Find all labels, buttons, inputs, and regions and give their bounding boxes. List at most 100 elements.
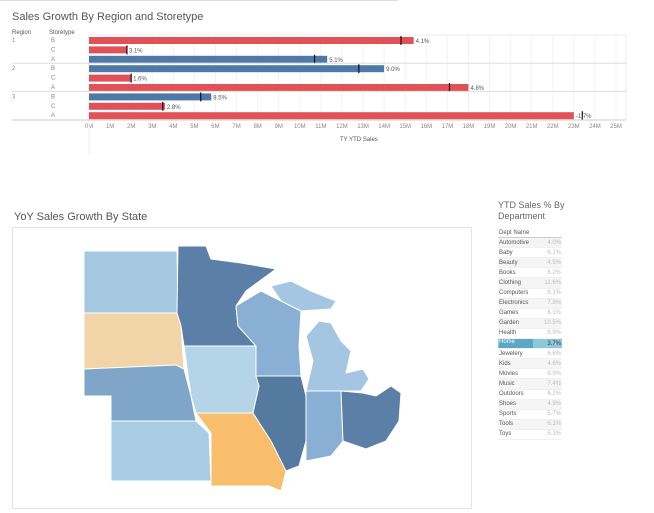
bar [89,65,385,73]
state-kansas [110,420,212,482]
dept-name: Home [499,339,533,349]
bar-label: 8.5% [213,95,227,101]
state-michigan [305,320,370,392]
map-title: YoY Sales Growth By State [14,211,148,223]
dept-name: Games [499,310,519,317]
dept-value: 6.6% [547,350,561,357]
state-south-dakota [83,312,185,370]
dept-row[interactable]: Sports 5.7% [498,409,562,420]
storetype-label: A [51,57,55,63]
dept-row[interactable]: Movies 6.9% [498,369,562,380]
storetype-label: C [51,104,56,110]
dept-value: 7.8% [547,300,561,307]
dept-row[interactable]: Kids 4.6% [498,359,562,370]
dept-row[interactable]: Clothing 11.6% [498,278,562,289]
x-tick-label: 3M [148,124,156,130]
dept-value: 3.7% [547,340,561,347]
region-label: 2 [12,66,16,72]
dept-value: 5.7% [547,411,561,418]
bar [89,74,132,82]
state-ohio [340,385,402,450]
x-axis-title: TY YTD Sales [340,137,378,143]
dept-name: Beauty [499,259,518,266]
bar-label: -1.7% [576,114,592,120]
dept-name: Jewelery [499,350,523,357]
top-divider [0,0,398,1]
dept-row[interactable]: Shoes 4.9% [498,399,562,410]
dept-header: Dept Name [498,228,562,239]
dept-row[interactable]: Automotive 4.0% [498,238,562,249]
x-tick-label: 19M [484,124,496,130]
dept-value: 4.5% [547,259,561,266]
dept-value: 6.1% [547,310,561,317]
storetype-label: C [51,47,56,53]
x-tick-label: 25M [610,124,622,130]
x-tick-label: 7M [232,124,240,130]
dept-name: Outdoors [499,391,524,398]
dept-value: 6.1% [547,290,561,297]
dept-value: 11.6% [544,280,561,287]
x-tick-label: 11M [315,124,326,130]
bar-label: 1.6% [133,77,147,83]
x-tick-label: 6M [211,124,219,130]
dept-name: Baby [499,249,513,256]
dept-row[interactable]: Health 6.9% [498,328,562,340]
storetype-label: C [51,76,56,82]
dept-row[interactable]: Garden 10.5% [498,318,562,329]
dept-value: 6.9% [547,330,561,337]
bar [89,55,328,63]
dept-row[interactable]: Games 6.1% [498,308,562,319]
dept-row[interactable]: Electronics 7.8% [498,298,562,309]
dept-value: 5.3% [547,431,561,438]
region-label: 1 [12,38,16,44]
state-wisconsin [235,290,302,377]
x-tick-label: 8M [253,124,261,130]
storetype-label: A [51,113,55,119]
state-map [83,245,402,492]
x-tick-label: 17M [442,124,454,130]
storetype-header: Storetype [49,30,75,36]
x-tick-label: 16M [420,124,432,130]
dept-name: Health [499,330,517,337]
x-tick-label: 2M [127,124,135,130]
x-tick-label: 9M [275,124,283,130]
x-tick-label: 13M [357,124,369,130]
dept-row[interactable]: Jewelery 6.6% [498,349,562,360]
dept-row[interactable]: Music 7.4% [498,379,562,390]
dept-value: 6.2% [547,391,561,398]
bar [89,93,212,101]
dept-row[interactable]: Tools 6.1% [498,419,562,430]
x-tick-label: 20M [505,124,517,130]
bar [89,102,165,110]
dept-row[interactable]: Books 6.2% [498,268,562,279]
dept-row[interactable]: Computers 6.1% [498,288,562,299]
dept-name: Clothing [499,280,522,287]
x-tick-label: 15M [399,124,411,130]
state-indiana [305,390,344,462]
x-tick-label: 12M [336,124,348,130]
bar [89,84,469,91]
dept-row[interactable]: Outdoors 6.2% [498,389,562,400]
dept-name: Electronics [499,300,529,307]
state-illinois [252,375,307,472]
dept-row[interactable]: Baby 6.1% [498,248,562,259]
dept-value: 6.1% [547,249,561,256]
x-tick-label: 5M [190,124,198,130]
x-tick-label: 10M [294,124,306,130]
bar-label: 5.1% [329,58,343,64]
dept-row[interactable]: Home 3.7% [498,339,562,350]
dept-name: Shoes [499,401,517,408]
dept-row[interactable]: Toys 5.3% [498,429,562,440]
bar [89,46,127,54]
storetype-label: B [51,38,55,44]
dept-row[interactable]: Beauty 4.5% [498,258,562,269]
dept-title: YTD Sales % By Department [498,200,565,221]
dept-value: 4.0% [547,239,561,246]
storetype-label: A [51,85,55,91]
dept-table: Dept Name Automotive 4.0% Baby 6.1% Beauty 4.… [498,228,562,440]
bar-label: 4.8% [470,86,484,92]
x-tick-label: 22M [547,124,559,130]
region-header: Region [12,30,32,36]
x-tick-label: 14M [378,124,390,130]
dept-value: 6.9% [547,370,561,377]
